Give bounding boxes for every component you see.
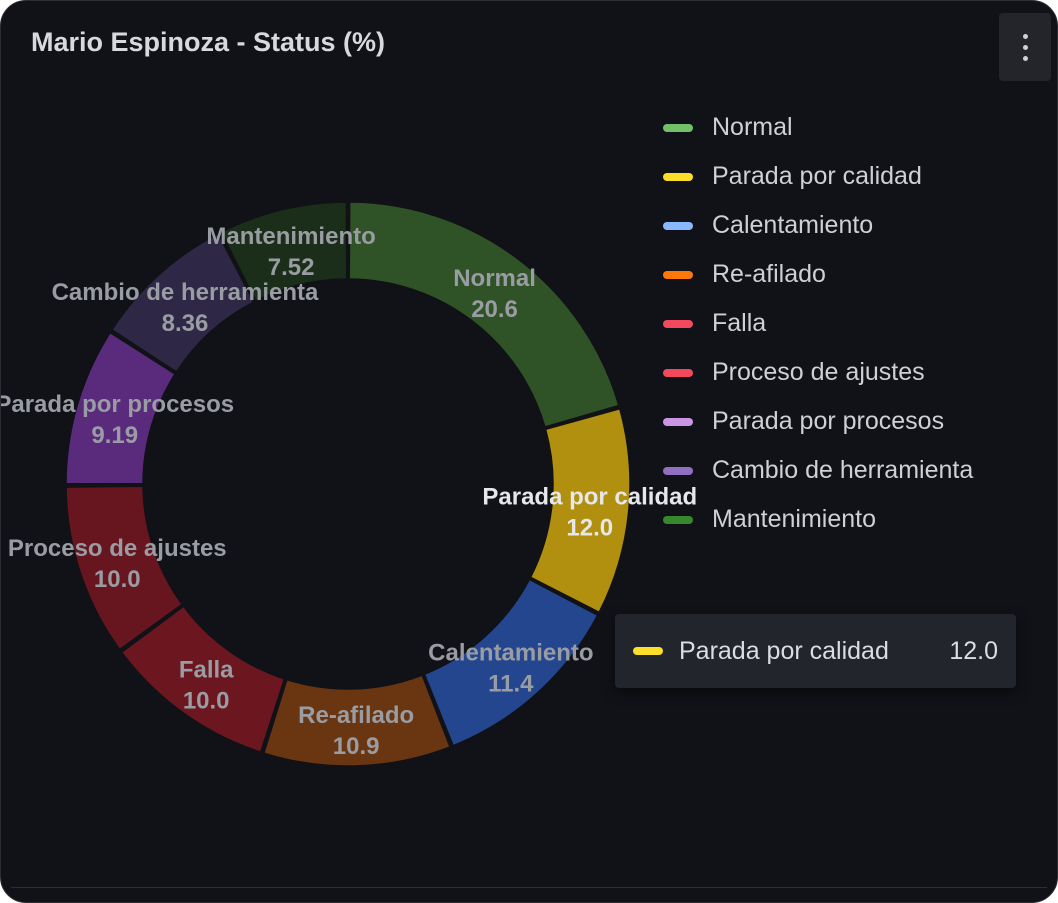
slice-label-mantenimiento: Mantenimiento (206, 223, 375, 250)
legend-swatch (663, 123, 693, 132)
slice-re-afilado[interactable] (262, 674, 451, 767)
donut-slices (65, 201, 631, 767)
legend-label: Parada por procesos (712, 407, 945, 435)
slice-label-cambio-de-herramienta: Cambio de herramienta (52, 279, 319, 306)
slice-label-falla: Falla (179, 656, 234, 683)
slice-value-mantenimiento: 7.52 (268, 254, 315, 281)
chart-legend: Normal Parada por calidad Calentamiento Re-… (663, 103, 973, 544)
legend-label: Proceso de ajustes (712, 358, 925, 386)
slice-label-re-afilado: Re-afilado (298, 702, 414, 729)
legend-item-parada-por-calidad[interactable]: Parada por calidad (663, 152, 973, 201)
slice-value-proceso-de-ajustes: 10.0 (94, 566, 141, 593)
slice-value-normal: 20.6 (471, 296, 518, 323)
slice-falla[interactable] (120, 605, 286, 754)
legend-item-cambio-de-herramienta[interactable]: Cambio de herramienta (663, 446, 973, 495)
menu-dot (1022, 55, 1028, 61)
slice-value-calentamiento: 11.4 (488, 670, 534, 697)
tooltip-series-swatch (633, 647, 663, 655)
legend-item-parada-por-procesos[interactable]: Parada por procesos (663, 397, 973, 446)
tooltip-series-label: Parada por calidad (679, 636, 889, 665)
legend-label: Cambio de herramienta (712, 456, 974, 484)
kebab-menu-icon[interactable] (999, 13, 1051, 81)
panel-title: Mario Espinoza - Status (%) (31, 27, 386, 57)
legend-label: Parada por calidad (712, 162, 922, 190)
legend-swatch (663, 221, 693, 230)
legend-swatch (663, 368, 693, 377)
legend-item-proceso-de-ajustes[interactable]: Proceso de ajustes (663, 348, 973, 397)
slice-normal[interactable] (348, 201, 620, 428)
legend-item-normal[interactable]: Normal (663, 103, 973, 152)
slice-value-re-afilado: 10.9 (333, 733, 380, 760)
slice-label-normal: Normal (453, 265, 536, 292)
legend-item-falla[interactable]: Falla (663, 299, 973, 348)
legend-swatch (663, 417, 693, 426)
slice-label-parada-por-procesos: Parada por procesos (1, 391, 234, 418)
legend-item-re-afilado[interactable]: Re-afilado (663, 250, 973, 299)
slice-label-parada-por-calidad: Parada por calidad (482, 484, 697, 511)
legend-swatch (663, 172, 693, 181)
slice-value-parada-por-calidad: 12.0 (566, 515, 613, 542)
slice-proceso-de-ajustes[interactable] (65, 485, 184, 651)
panel-bottom-border (11, 887, 1047, 888)
legend-swatch (663, 270, 693, 279)
slice-value-parada-por-procesos: 9.19 (91, 422, 138, 449)
menu-dot (1022, 33, 1028, 39)
legend-label: Re-afilado (712, 260, 826, 288)
legend-label: Calentamiento (712, 211, 874, 239)
legend-label: Mantenimiento (712, 505, 876, 533)
slice-calentamiento[interactable] (423, 578, 599, 747)
legend-swatch (663, 466, 693, 475)
legend-swatch (663, 515, 693, 524)
legend-label: Normal (712, 113, 793, 141)
legend-item-mantenimiento[interactable]: Mantenimiento (663, 495, 973, 544)
slice-cambio-de-herramienta[interactable] (110, 232, 255, 373)
slice-label-calentamiento: Calentamiento (428, 639, 593, 666)
legend-item-calentamiento[interactable]: Calentamiento (663, 201, 973, 250)
legend-label: Falla (712, 309, 767, 337)
slice-parada-por-procesos[interactable] (65, 331, 177, 485)
slice-parada-por-calidad[interactable] (529, 407, 631, 614)
slice-value-cambio-de-herramienta: 8.36 (162, 310, 209, 337)
chart-tooltip: Parada por calidad 12.0 (615, 614, 1016, 688)
donut-labels: Normal 20.6 Parada por calidad 12.0 Calentam… (1, 223, 697, 760)
slice-value-falla: 10.0 (183, 687, 230, 714)
slice-mantenimiento[interactable] (220, 201, 348, 302)
slice-label-proceso-de-ajustes: Proceso de ajustes (8, 535, 227, 562)
tooltip-series-value: 12.0 (949, 636, 998, 665)
menu-dot (1022, 44, 1028, 50)
legend-swatch (663, 319, 693, 328)
